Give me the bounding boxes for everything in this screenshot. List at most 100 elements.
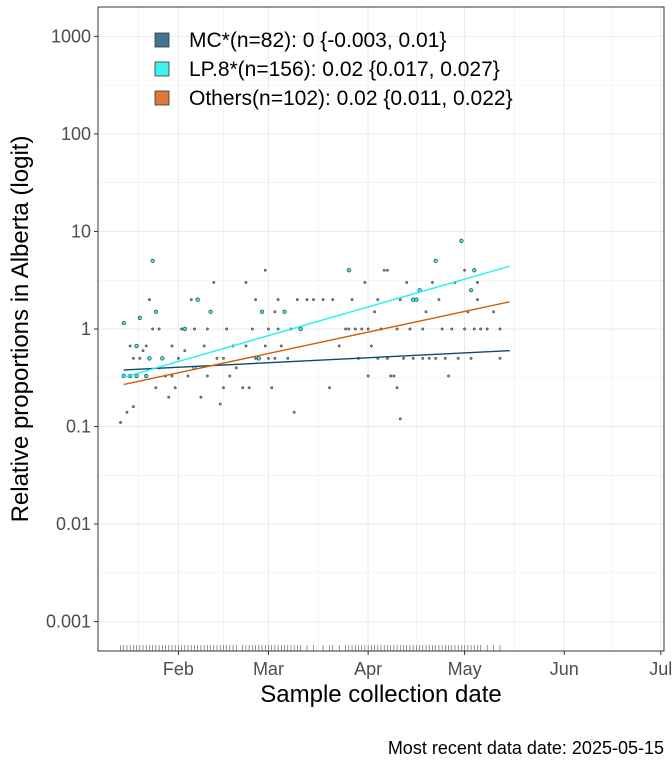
data-point — [205, 374, 209, 378]
data-point — [134, 343, 139, 349]
data-point — [134, 373, 139, 379]
fit-line-mc — [123, 349, 510, 371]
data-point — [476, 281, 479, 284]
data-point — [476, 298, 479, 302]
data-point — [254, 356, 258, 360]
caption: Most recent data date: 2025-05-15 — [388, 738, 664, 758]
y-tick-label: 10 — [71, 221, 91, 241]
data-point — [186, 374, 190, 378]
data-point — [398, 298, 402, 302]
data-point — [292, 410, 296, 414]
data-point — [225, 327, 229, 331]
data-point — [395, 327, 399, 331]
data-point — [431, 281, 434, 284]
data-point — [405, 281, 409, 284]
data-point — [170, 344, 174, 348]
data-point — [180, 327, 184, 331]
data-point — [137, 315, 142, 320]
data-point — [382, 268, 386, 272]
data-point — [408, 327, 412, 331]
data-point — [350, 298, 354, 302]
data-point — [195, 297, 200, 302]
data-point — [266, 327, 270, 331]
data-point — [244, 344, 248, 348]
data-point — [321, 298, 325, 302]
data-point — [157, 327, 161, 331]
legend-label-lp8: LP.8*(n=156): 0.02 {0.017, 0.027} — [189, 58, 500, 81]
data-point — [244, 281, 248, 284]
data-point — [150, 258, 155, 263]
x-tick-label: Feb — [163, 659, 194, 679]
data-point — [259, 309, 265, 314]
data-point — [443, 356, 447, 360]
data-points — [119, 238, 502, 424]
data-point — [402, 356, 405, 360]
data-point — [463, 268, 467, 272]
y-axis: 0.001 0.01 0.1 1 10 100 1000 — [46, 26, 98, 632]
data-point — [363, 281, 367, 284]
data-point — [167, 395, 171, 399]
data-point — [286, 356, 290, 360]
data-point — [247, 386, 251, 390]
data-point — [218, 402, 222, 406]
data-point — [447, 374, 450, 378]
data-point — [437, 298, 441, 302]
data-point — [138, 356, 142, 360]
data-point — [193, 327, 196, 331]
data-point — [151, 327, 155, 331]
data-point — [121, 320, 126, 326]
x-tick-label: Jun — [550, 659, 579, 679]
data-point — [337, 344, 341, 348]
data-point — [366, 327, 370, 331]
data-point — [472, 268, 477, 273]
data-point — [154, 386, 158, 390]
data-point — [472, 327, 476, 331]
data-point — [241, 386, 245, 390]
data-point — [215, 356, 219, 360]
data-point — [182, 326, 187, 332]
data-point — [360, 327, 364, 331]
y-tick-label: 1 — [81, 319, 91, 339]
data-point — [131, 405, 135, 409]
date-rug — [120, 645, 501, 651]
data-point — [276, 298, 280, 302]
data-point — [173, 386, 177, 390]
data-point — [376, 298, 380, 302]
data-point — [498, 356, 502, 360]
data-point — [205, 327, 209, 331]
data-point — [254, 298, 258, 302]
data-point — [199, 395, 203, 399]
data-point — [450, 327, 454, 331]
data-point — [331, 298, 335, 302]
data-point — [128, 344, 132, 348]
data-point — [170, 374, 174, 378]
data-point — [411, 356, 415, 360]
data-point — [221, 386, 225, 390]
data-point — [427, 356, 431, 360]
data-point — [459, 238, 464, 244]
data-point — [421, 356, 425, 360]
y-tick-label: 0.001 — [46, 612, 91, 632]
data-point — [353, 327, 357, 331]
data-point — [144, 344, 148, 348]
data-point — [398, 417, 402, 421]
data-point — [141, 349, 145, 353]
legend-key-others — [154, 90, 170, 106]
data-point — [234, 366, 238, 370]
legend-label-mc: MC*(n=82): 0 {-0.003, 0.01} — [189, 29, 446, 52]
data-point — [424, 310, 428, 314]
data-point — [295, 298, 299, 302]
data-point — [434, 356, 438, 360]
data-point — [144, 373, 149, 379]
data-point — [385, 268, 389, 272]
data-point — [256, 356, 261, 361]
data-point — [153, 309, 158, 314]
data-point — [373, 310, 377, 314]
data-point — [456, 356, 460, 360]
data-point — [344, 327, 348, 331]
y-tick-label: 0.1 — [66, 417, 91, 437]
data-point — [298, 326, 303, 332]
data-point — [263, 344, 267, 348]
data-point — [312, 298, 315, 302]
